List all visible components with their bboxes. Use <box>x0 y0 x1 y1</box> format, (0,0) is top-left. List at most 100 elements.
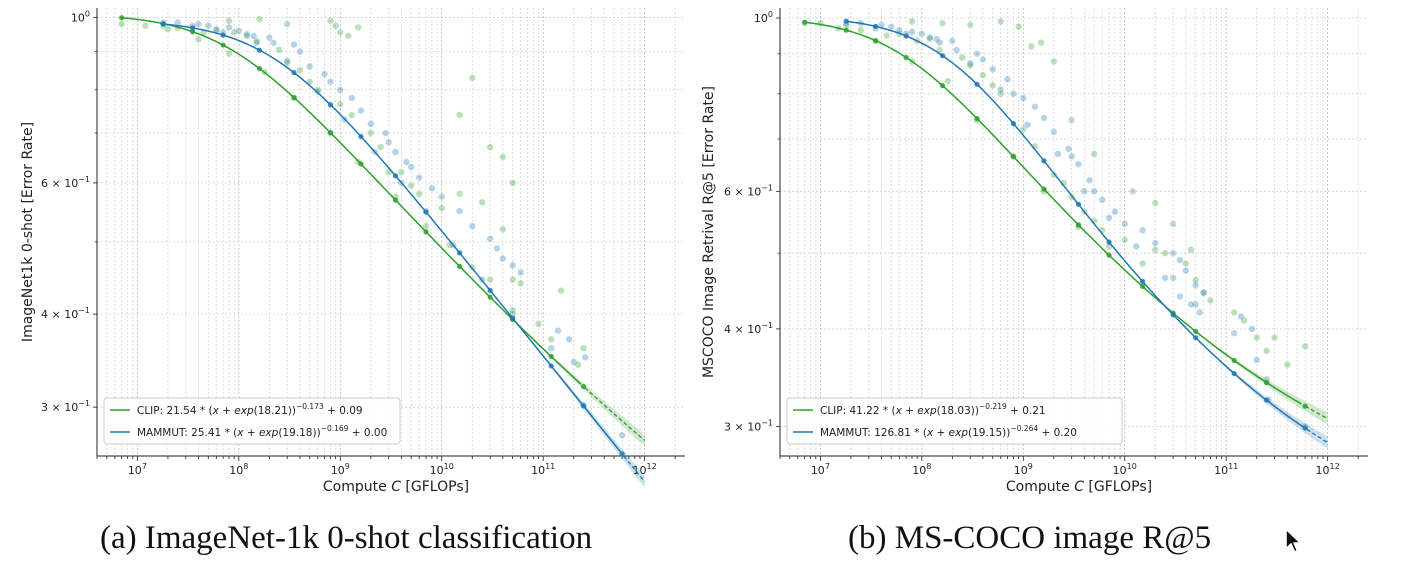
data-point <box>1015 23 1022 30</box>
data-point <box>967 21 974 29</box>
data-point <box>1010 90 1017 97</box>
data-point <box>416 190 423 198</box>
data-point <box>357 107 365 114</box>
x-tick-label: 109 <box>331 462 350 477</box>
frontier-point <box>1263 379 1270 386</box>
series-mammut-points <box>160 19 626 439</box>
data-point <box>1028 43 1035 50</box>
data-point <box>266 34 273 41</box>
data-point <box>939 19 946 27</box>
data-point <box>1075 160 1082 168</box>
data-point <box>382 129 389 137</box>
frontier-point <box>1231 370 1237 377</box>
data-point <box>570 358 577 366</box>
y-tick-label: 100 <box>754 10 773 25</box>
data-point <box>1187 301 1195 308</box>
frontier-point <box>619 451 625 457</box>
series-mammut-points <box>843 19 1309 430</box>
data-point <box>428 185 436 192</box>
x-tick-label: 1010 <box>430 462 454 477</box>
data-point <box>253 37 260 45</box>
frontier-point <box>1010 154 1017 160</box>
data-point <box>1176 256 1184 264</box>
x-tick-label: 1010 <box>1113 462 1137 477</box>
data-point <box>1207 297 1214 304</box>
grid <box>96 8 685 456</box>
data-point <box>332 22 339 29</box>
data-point <box>582 354 589 361</box>
data-point <box>469 74 476 82</box>
data-point <box>337 86 344 93</box>
data-point <box>392 148 399 156</box>
data-point <box>235 27 243 34</box>
data-point <box>225 17 233 25</box>
data-point <box>327 17 334 25</box>
caption-b: (b) MS-COCO image R@5 <box>848 520 1212 556</box>
data-point <box>1161 274 1169 282</box>
data-point <box>618 432 626 439</box>
legend-entry-mammut: MAMMUT: 25.41 * (x + exp(19.18))−0.169 +… <box>137 424 387 439</box>
data-point <box>1129 188 1136 195</box>
data-point <box>509 179 516 187</box>
data-point <box>1200 289 1207 296</box>
data-point <box>1133 243 1140 250</box>
series-clip-points <box>801 18 1309 368</box>
data-point <box>1161 249 1169 257</box>
data-point <box>499 153 507 161</box>
y-tick-label: 4 × 10−1 <box>724 321 773 336</box>
data-point <box>843 22 850 29</box>
frontier-point <box>1170 312 1176 318</box>
data-point <box>256 15 263 23</box>
frontier-point <box>1139 283 1146 290</box>
data-point <box>230 29 238 36</box>
y-tick-label: 100 <box>71 10 90 25</box>
frontier-point <box>220 32 226 38</box>
data-point <box>385 139 392 146</box>
data-point <box>195 36 202 43</box>
data-point <box>1004 76 1011 83</box>
data-point <box>407 182 415 189</box>
frontier-point <box>392 197 399 203</box>
data-point <box>499 255 507 262</box>
data-point <box>989 82 996 89</box>
frontier-point <box>1041 186 1047 192</box>
frontier-point <box>1231 357 1237 364</box>
data-point <box>367 120 375 128</box>
data-point <box>1200 289 1207 296</box>
frontier-point <box>548 363 554 369</box>
data-point <box>296 66 304 74</box>
data-point <box>1050 128 1058 136</box>
data-point <box>535 320 542 328</box>
data-point <box>1040 114 1048 122</box>
y-tick-label: 3 × 10−1 <box>41 399 90 414</box>
data-point <box>908 18 916 25</box>
frontier-point <box>1041 158 1047 164</box>
data-point <box>243 30 251 38</box>
frontier-point <box>802 19 808 25</box>
chart-b: 107 108 109 1010 1011 1012 100 6 × 10−1 4 × 10−1… <box>701 8 1368 495</box>
data-point <box>284 59 291 66</box>
x-tick-label: 107 <box>811 462 830 477</box>
data-point <box>225 50 233 57</box>
legend: CLIP: 21.54 * (x + exp(18.21))−0.173 + 0… <box>103 397 401 445</box>
series-mammut-extrapolation <box>623 455 646 483</box>
data-point <box>290 41 298 48</box>
frontier-point <box>487 294 493 300</box>
data-point <box>1031 103 1039 110</box>
data-point <box>486 276 494 283</box>
data-point <box>967 60 974 67</box>
data-point <box>377 143 384 151</box>
data-point <box>1253 356 1260 364</box>
data-point <box>1090 188 1098 195</box>
legend-entry-mammut: MAMMUT: 126.81 * (x + exp(19.15))−0.264 … <box>820 424 1077 439</box>
data-point <box>857 26 864 34</box>
series-mammut-ci-band <box>1203 345 1328 449</box>
series-clip-extrapolation <box>1304 405 1328 420</box>
data-point <box>997 18 1004 25</box>
data-point <box>118 20 125 28</box>
legend-entry-clip: CLIP: 41.22 * (x + exp(18.03))−0.219 + 0… <box>820 402 1046 417</box>
data-point <box>936 39 943 46</box>
data-point <box>456 190 463 198</box>
data-point <box>997 90 1004 97</box>
